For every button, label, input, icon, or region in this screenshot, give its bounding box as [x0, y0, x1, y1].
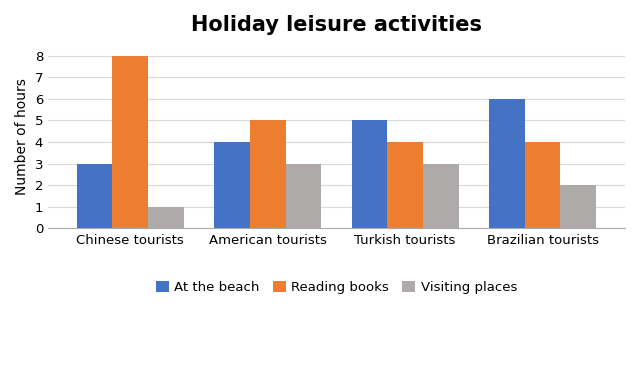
Title: Holiday leisure activities: Holiday leisure activities: [191, 15, 482, 35]
Bar: [148, 207, 184, 228]
Bar: [351, 120, 387, 228]
Bar: [489, 99, 525, 228]
Legend: At the beach, Reading books, Visiting places: At the beach, Reading books, Visiting pl…: [150, 275, 522, 299]
Bar: [561, 185, 596, 228]
Bar: [77, 164, 113, 228]
Bar: [387, 142, 423, 228]
Y-axis label: Number of hours: Number of hours: [15, 78, 29, 195]
Bar: [214, 142, 250, 228]
Bar: [113, 56, 148, 228]
Bar: [525, 142, 561, 228]
Bar: [285, 164, 321, 228]
Bar: [423, 164, 459, 228]
Bar: [250, 120, 285, 228]
